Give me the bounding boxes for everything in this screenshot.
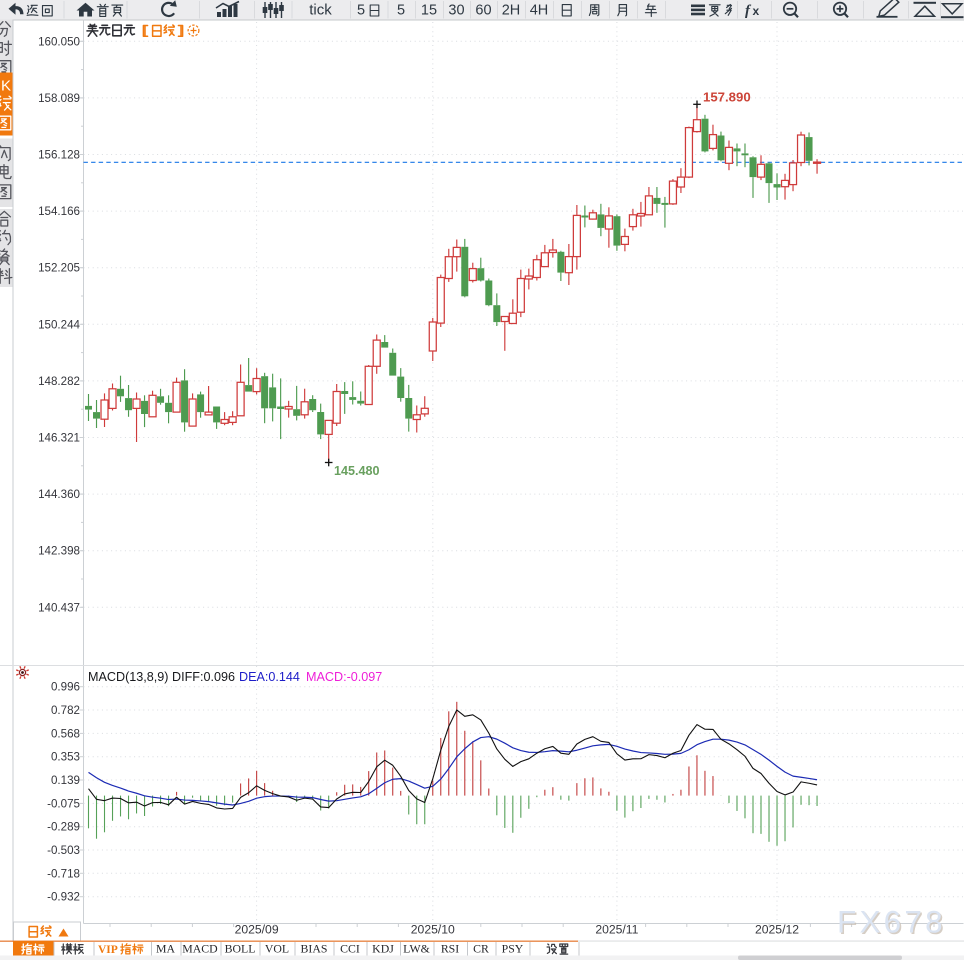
svg-text:BIAS: BIAS <box>301 942 328 956</box>
svg-text:K: K <box>1 78 11 95</box>
svg-text:CR: CR <box>473 942 489 956</box>
svg-text:FX678: FX678 <box>839 905 948 941</box>
svg-text:156.128: 156.128 <box>38 149 80 162</box>
svg-text:MACD(13,8,9) DIFF:0.096: MACD(13,8,9) DIFF:0.096 <box>88 670 235 684</box>
svg-text:142.398: 142.398 <box>38 545 80 558</box>
svg-text:-0.718: -0.718 <box>47 867 80 880</box>
svg-text:157.890: 157.890 <box>703 90 751 105</box>
svg-text:-0.289: -0.289 <box>47 821 80 834</box>
svg-text:0.782: 0.782 <box>51 704 80 717</box>
svg-text:-0.932: -0.932 <box>47 891 80 904</box>
svg-text:MA: MA <box>156 942 175 956</box>
svg-text:0.353: 0.353 <box>51 751 80 764</box>
svg-text:-0.503: -0.503 <box>47 844 80 857</box>
svg-text:f: f <box>745 3 752 19</box>
svg-text:15: 15 <box>421 3 437 19</box>
svg-text:146.321: 146.321 <box>38 432 80 445</box>
svg-text:VIP: VIP <box>98 944 118 956</box>
svg-text:LW&: LW& <box>403 942 430 956</box>
svg-text:150.244: 150.244 <box>38 318 80 331</box>
svg-text:158.089: 158.089 <box>38 92 80 105</box>
svg-text:FX678: FX678 <box>837 904 946 940</box>
svg-text:148.282: 148.282 <box>38 375 80 388</box>
svg-text:152.205: 152.205 <box>38 262 80 275</box>
svg-text:-0.075: -0.075 <box>47 797 80 810</box>
svg-text:VOL: VOL <box>265 942 289 956</box>
svg-text:BOLL: BOLL <box>225 942 256 956</box>
svg-text:tick: tick <box>309 2 332 19</box>
svg-text:2025/11: 2025/11 <box>595 923 638 937</box>
svg-text:PSY: PSY <box>502 942 524 956</box>
svg-text:KDJ: KDJ <box>372 942 394 956</box>
svg-text:DEA:0.144: DEA:0.144 <box>239 670 300 684</box>
svg-text:4H: 4H <box>530 3 549 19</box>
svg-text:154.166: 154.166 <box>38 205 80 218</box>
svg-text:2025/09: 2025/09 <box>235 923 279 937</box>
svg-text:MACD:-0.097: MACD:-0.097 <box>306 670 382 684</box>
svg-text:0.568: 0.568 <box>51 727 80 740</box>
svg-text:0.996: 0.996 <box>51 681 80 694</box>
svg-text:0.139: 0.139 <box>51 774 80 787</box>
svg-text:60: 60 <box>475 3 491 19</box>
svg-text:RSI: RSI <box>441 942 459 956</box>
svg-text:140.437: 140.437 <box>38 601 80 614</box>
svg-text:2H: 2H <box>502 3 521 19</box>
svg-text:2025/10: 2025/10 <box>411 923 455 937</box>
svg-text:5: 5 <box>357 3 365 19</box>
svg-text:2025/12: 2025/12 <box>755 923 799 937</box>
svg-text:144.360: 144.360 <box>38 488 80 501</box>
svg-text:CCI: CCI <box>340 942 360 956</box>
svg-text:30: 30 <box>448 3 464 19</box>
svg-text:160.050: 160.050 <box>38 35 80 48</box>
svg-text:5: 5 <box>397 3 405 19</box>
svg-text:145.480: 145.480 <box>334 464 380 478</box>
svg-text:MACD: MACD <box>182 942 218 956</box>
svg-text:x: x <box>753 4 760 18</box>
